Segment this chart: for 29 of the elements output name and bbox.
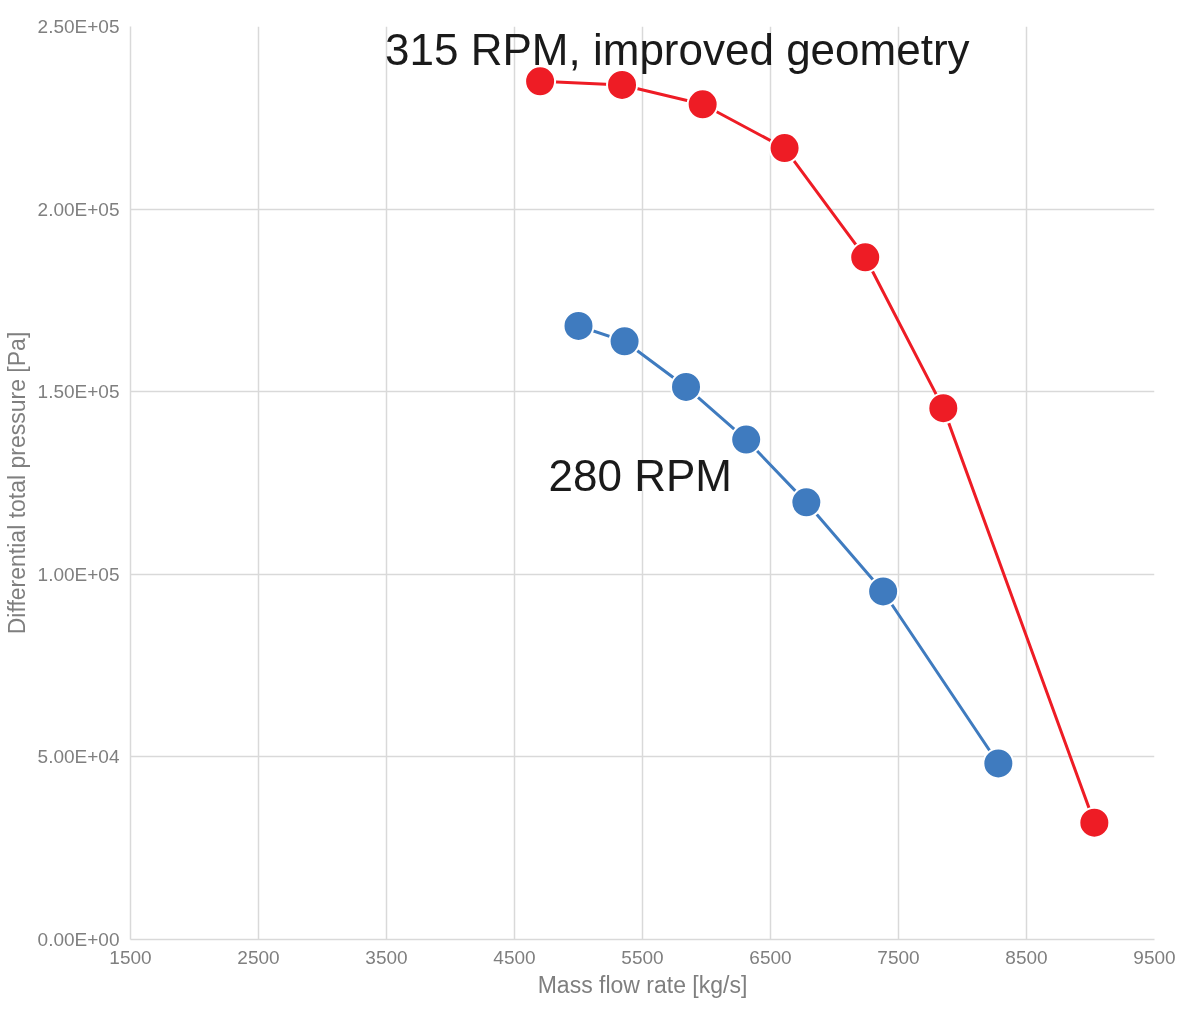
x-tick-label: 9500 — [1133, 946, 1176, 968]
point — [867, 575, 900, 608]
x-tick-label: 2500 — [237, 946, 280, 968]
x-tick-label: 3500 — [365, 946, 408, 968]
point — [730, 423, 763, 456]
x-tick-label: 7500 — [877, 946, 920, 968]
y-tick-label: 2.50E+05 — [37, 16, 120, 37]
point — [982, 747, 1015, 780]
x-tick-label: 8500 — [1005, 946, 1048, 968]
x-tick-label: 6500 — [749, 946, 792, 968]
point — [608, 325, 641, 358]
series-label: 280 RPM — [548, 451, 732, 501]
point — [562, 309, 595, 342]
y-tick-label: 1.50E+05 — [37, 381, 120, 403]
y-tick-label: 5.00E+04 — [37, 746, 120, 768]
point — [790, 486, 823, 519]
point — [927, 392, 960, 425]
x-tick-label: 4500 — [493, 946, 536, 968]
y-tick-label: 2.00E+05 — [37, 198, 120, 220]
x-tick-label: 5500 — [621, 946, 664, 968]
point — [849, 241, 882, 274]
y-tick-label: 1.00E+05 — [37, 563, 120, 585]
point — [686, 88, 719, 121]
y-axis-title: Differential total pressure [Pa] — [3, 331, 30, 635]
point — [670, 370, 703, 403]
point — [1078, 806, 1111, 839]
x-axis-title: Mass flow rate [kg/s] — [537, 971, 748, 998]
series-label: 315 RPM, improved geometry — [385, 24, 970, 74]
point — [768, 132, 801, 165]
